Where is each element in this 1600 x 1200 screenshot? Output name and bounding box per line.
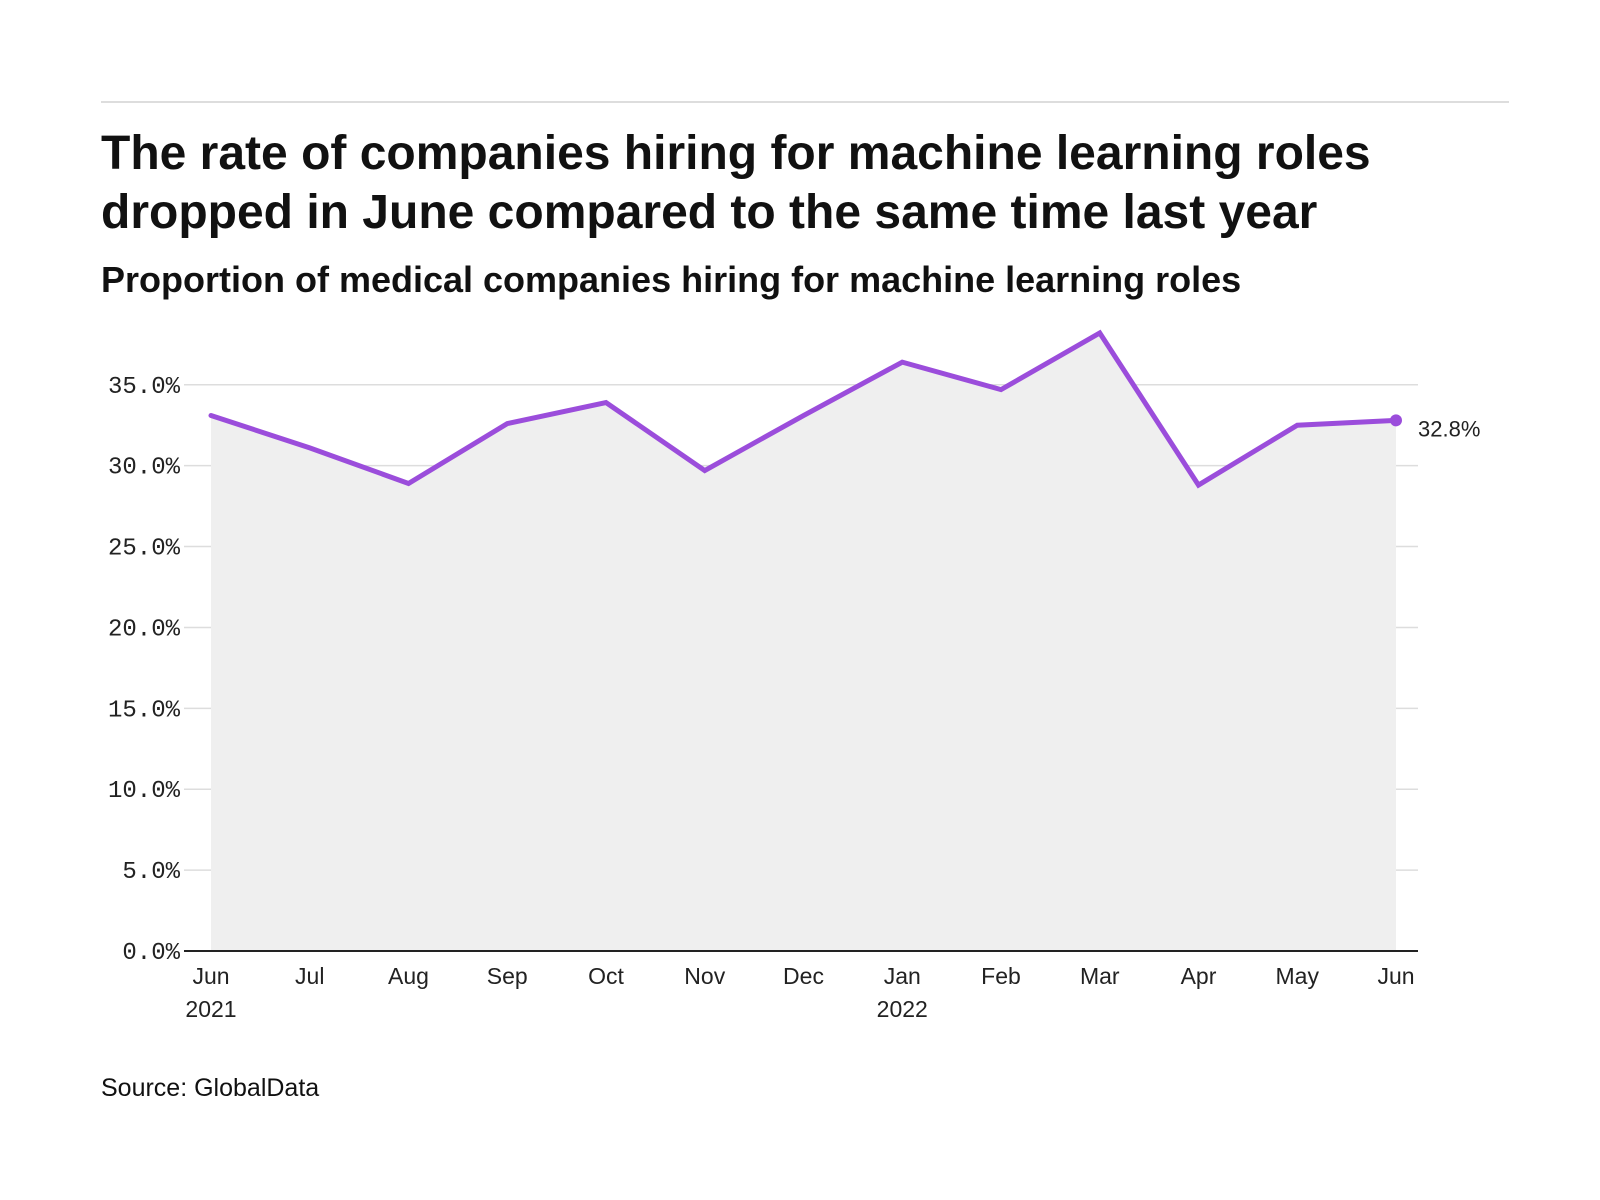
x-tick-label: Jun <box>192 963 229 989</box>
series-line <box>208 329 1399 489</box>
y-tick-label: 35.0% <box>108 374 181 401</box>
area-fill <box>211 333 1396 951</box>
y-tick-label: 15.0% <box>108 697 181 724</box>
end-value-label: 32.8% <box>1418 416 1480 441</box>
top-divider <box>101 101 1509 103</box>
x-tick-label: Oct <box>588 963 624 989</box>
x-tick-label: Mar <box>1080 963 1120 989</box>
x-tick-year-label: 2022 <box>877 996 928 1022</box>
y-tick-label: 30.0% <box>108 455 181 482</box>
x-tick-label: Dec <box>783 963 824 989</box>
x-tick-label: Apr <box>1181 963 1217 989</box>
x-tick-label: Feb <box>981 963 1021 989</box>
x-tick-label: May <box>1276 963 1320 989</box>
x-axis-ticks: Jun 2021 Jul Aug Sep Oct Nov Dec Jan 2022 Feb Mar Ap… <box>185 963 1414 1022</box>
y-tick-label: 10.0% <box>108 778 181 805</box>
x-tick-label: Nov <box>684 963 725 989</box>
x-tick-label: Sep <box>487 963 528 989</box>
chart-title: The rate of companies hiring for machine… <box>101 127 1371 239</box>
x-tick-year-label: 2021 <box>185 996 236 1022</box>
y-tick-label: 25.0% <box>108 536 181 563</box>
y-tick-label: 0.0% <box>122 940 180 967</box>
y-axis-ticks: 0.0% 5.0% 10.0% 15.0% 20.0% 25.0% 30.0% 35.0% <box>108 374 181 967</box>
x-tick-label: Aug <box>388 963 429 989</box>
source-note: Source: GlobalData <box>101 1074 320 1102</box>
chart-subtitle: Proportion of medical companies hiring f… <box>101 259 1242 300</box>
end-point-marker <box>1390 414 1402 427</box>
y-tick-label: 20.0% <box>108 616 181 643</box>
x-tick-label: Jul <box>295 963 324 989</box>
x-tick-label: Jan <box>884 963 921 989</box>
y-tick-label: 5.0% <box>122 859 180 886</box>
x-tick-label: Jun <box>1377 963 1414 989</box>
